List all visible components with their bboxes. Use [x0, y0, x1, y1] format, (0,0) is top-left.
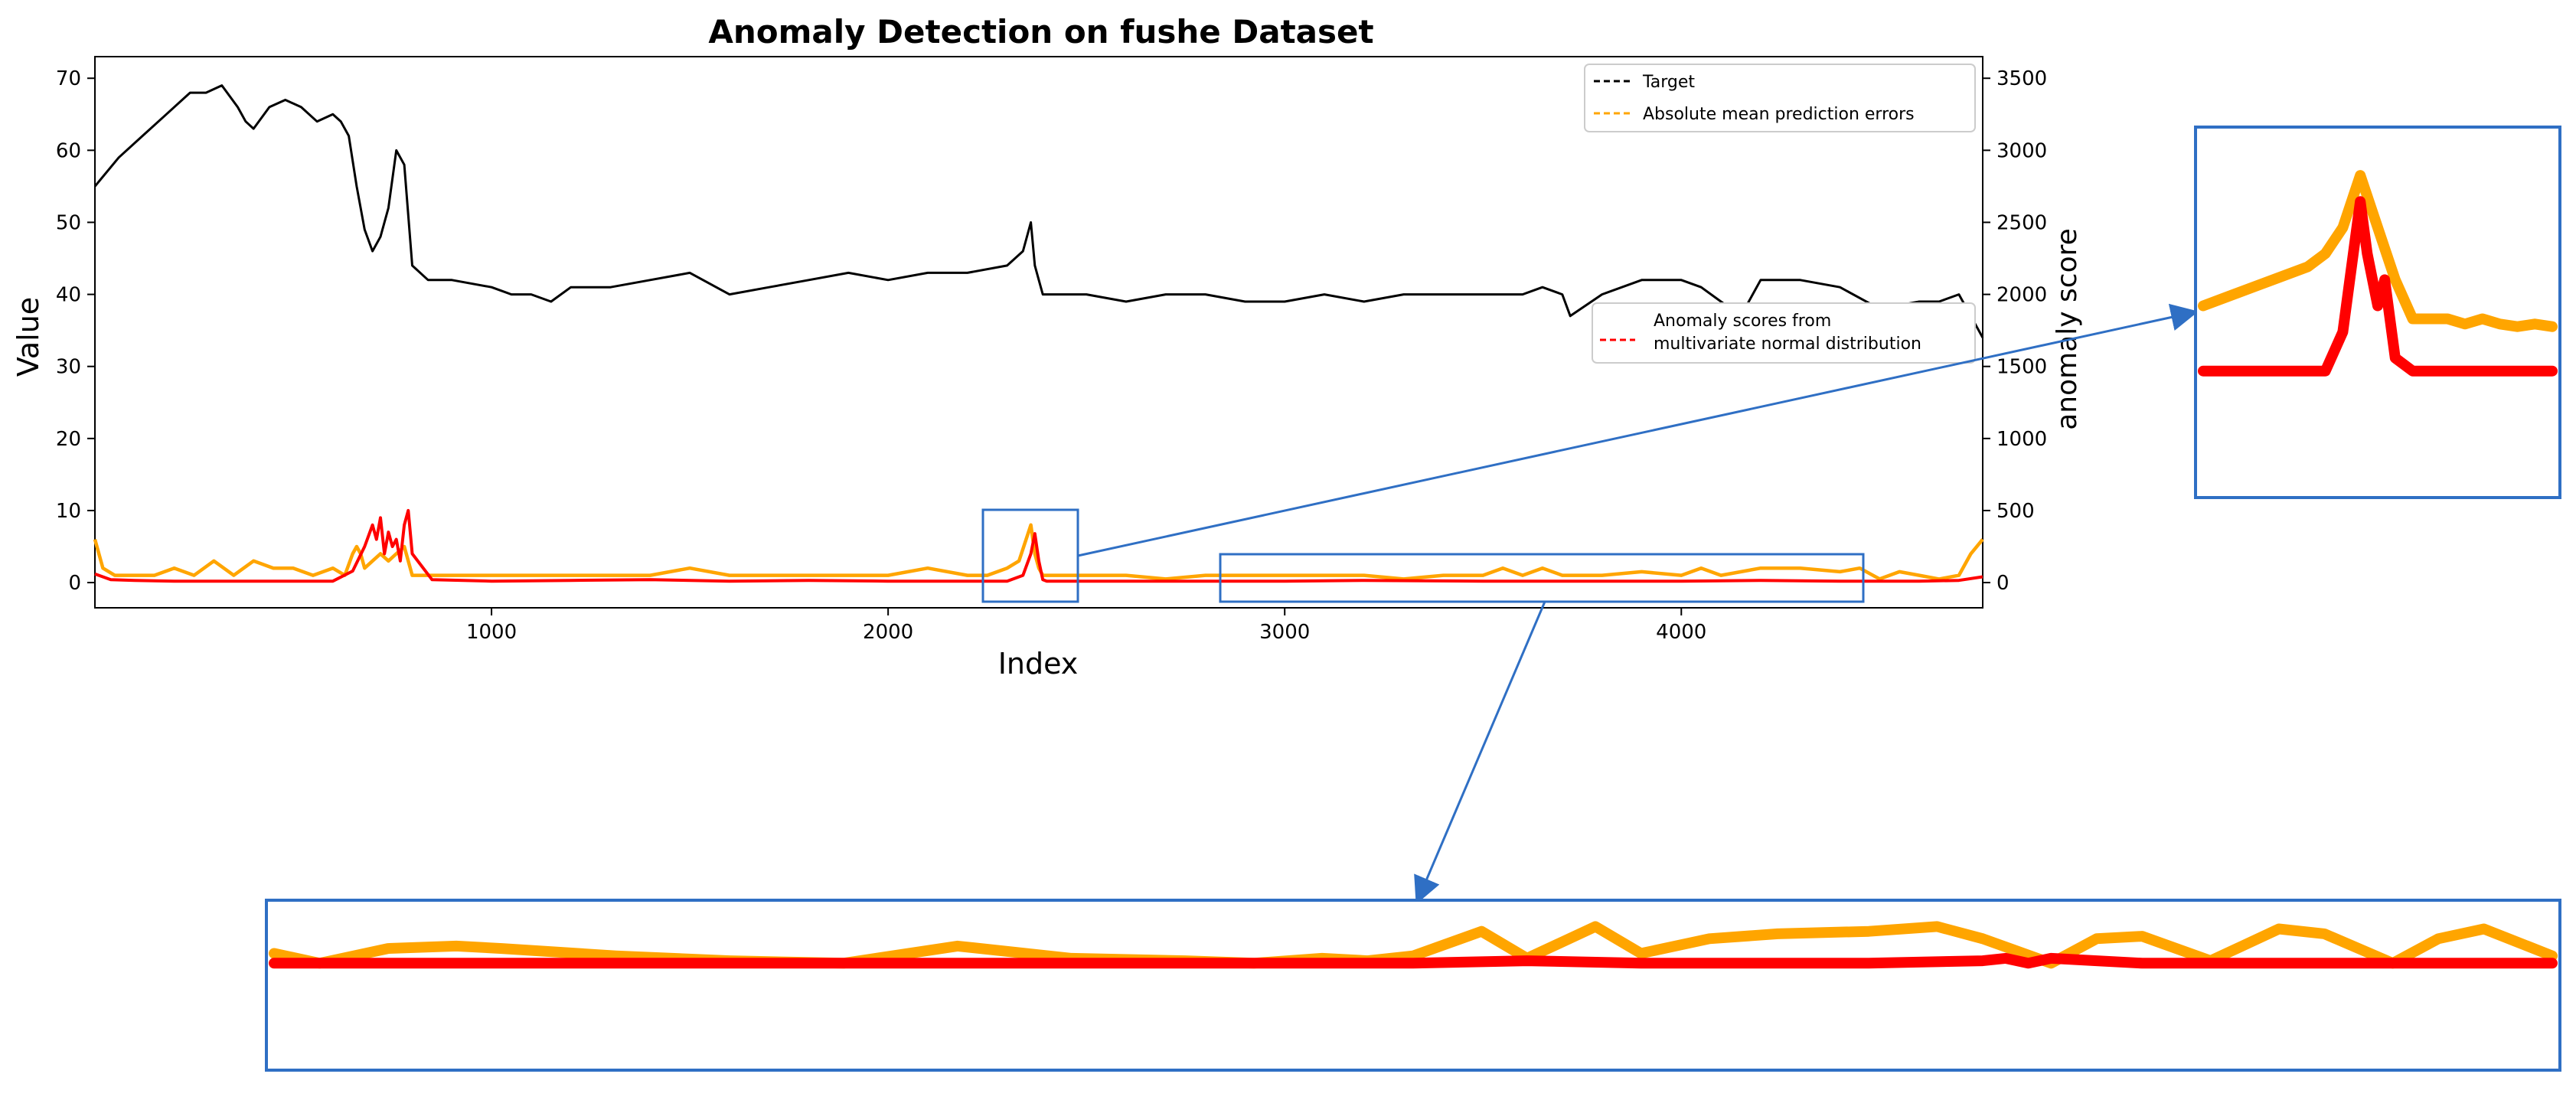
highlight-box-flat [1219, 553, 1865, 603]
y2-tick-label: 500 [1996, 500, 2035, 523]
y2-axis-label: anomaly score [2052, 228, 2083, 430]
y-tick-label: 50 [56, 211, 81, 234]
series-layer [93, 84, 1984, 583]
y-axis-label: Value [11, 297, 45, 377]
legend-anomaly-label-line1: Anomaly scores from [1654, 312, 1831, 331]
y2-tick-label: 1500 [1996, 356, 2047, 379]
inset-spike-line-1 [2198, 196, 2558, 377]
y2-tick-label: 1000 [1996, 428, 2047, 451]
legend-target-label: Target [1642, 73, 1695, 92]
legend-upper-box [1584, 64, 1976, 132]
x-axis-label: Index [998, 647, 1079, 681]
inset-flat-frame [265, 899, 2561, 1072]
legend-lower-box [1592, 302, 1976, 364]
y2-tick-label: 2000 [1996, 284, 2047, 307]
connector-arrow-flat [1414, 601, 1546, 905]
y-tick-label: 30 [56, 356, 81, 379]
inset-spike-layer [2198, 170, 2558, 377]
y2-tick-label: 0 [1996, 572, 2010, 595]
x-tick-label: 4000 [1656, 621, 1706, 644]
y2-tick-label: 2500 [1996, 211, 2047, 234]
tick-layer: 1000 2000 3000 4000 0 10 20 30 40 50 60 70 0 500 1000 1… [56, 67, 2047, 644]
x-tick-label: 2000 [863, 621, 913, 644]
inset-spike-line-0 [2198, 170, 2558, 332]
legend-error-label: Absolute mean prediction errors [1643, 105, 1915, 124]
legend-anomaly-label-line2: multivariate normal distribution [1654, 335, 1921, 354]
y-tick-label: 20 [56, 428, 81, 451]
chart-title: Anomaly Detection on fushe Dataset [708, 13, 1373, 51]
y2-tick-label: 3000 [1996, 139, 2047, 162]
legend-upper: Target Absolute mean prediction errors [1584, 64, 1976, 132]
y-tick-label: 40 [56, 284, 81, 307]
y2-tick-label: 3500 [1996, 67, 2047, 90]
series-line-2 [94, 508, 1983, 583]
series-line-1 [93, 523, 1984, 581]
y-tick-label: 70 [56, 67, 81, 90]
legend-lower: Anomaly scores from multivariate normal … [1592, 302, 1976, 364]
inset-flat-layer [269, 921, 2558, 969]
x-tick-label: 1000 [466, 621, 517, 644]
y-tick-label: 10 [56, 500, 81, 523]
series-line-0 [93, 84, 1984, 338]
plot-frame [94, 56, 1983, 609]
inset-flat-line-1 [269, 952, 2558, 969]
y-tick-label: 60 [56, 139, 81, 162]
inset-spike-frame [2194, 126, 2561, 499]
connector-arrow-spike [1077, 303, 2199, 557]
y-tick-label: 0 [68, 572, 81, 595]
x-tick-label: 3000 [1259, 621, 1310, 644]
